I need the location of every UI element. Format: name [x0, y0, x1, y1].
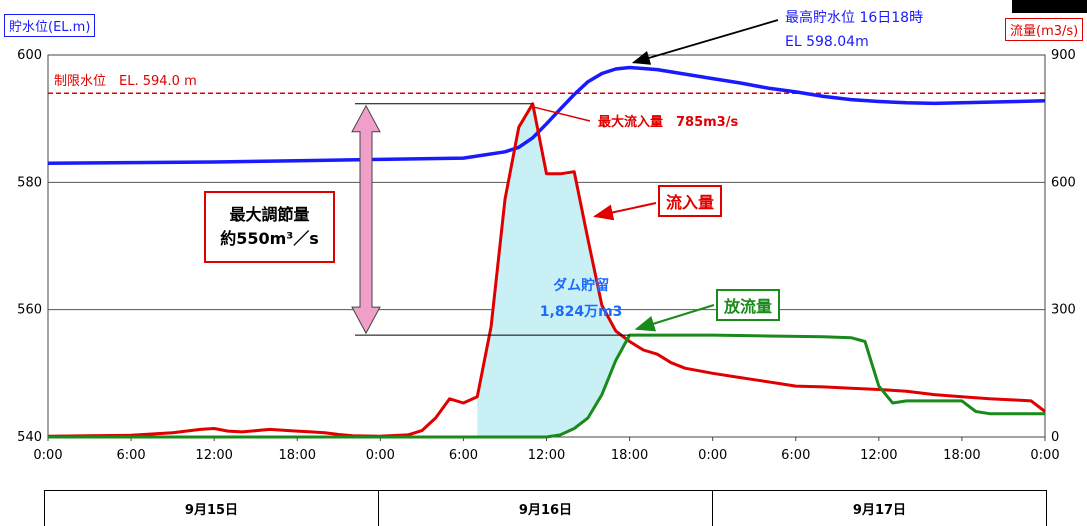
storage-area — [477, 103, 630, 438]
x-tick-label: 12:00 — [195, 448, 232, 463]
outflow-line — [48, 333, 1045, 439]
x-tick-label: 18:00 — [611, 448, 648, 463]
left-tick-label: 600 — [17, 48, 42, 63]
storage-value: 1,824万m3 — [540, 304, 623, 320]
max-level-value: EL 598.04m — [785, 34, 869, 50]
x-tick-label: 0:00 — [33, 448, 62, 463]
max-regulation-value: 約550m³／s — [220, 229, 319, 248]
date-cell: 9月17日 — [712, 491, 1046, 526]
max-inflow-label: 最大流入量 785m3/s — [598, 114, 738, 130]
max-regulation-arrow — [351, 104, 381, 335]
max-level-arrow — [631, 19, 779, 65]
outflow-tag: 放流量 — [716, 289, 781, 321]
left-axis-title: 貯水位(EL.m) — [4, 14, 96, 37]
inflow-tag: 流入量 — [658, 185, 723, 217]
black-corner-bar — [1012, 0, 1087, 13]
outflow-tag-arrow — [634, 304, 715, 332]
inflow-line — [47, 102, 1046, 438]
right-tick-label: 300 — [1051, 303, 1076, 318]
limit-line-label: 制限水位 EL. 594.0 m — [54, 74, 197, 89]
date-table: 9月15日 9月16日 9月17日 — [44, 490, 1047, 526]
x-tick-label: 0:00 — [698, 448, 727, 463]
storage-label: ダム貯留 — [553, 277, 609, 294]
inflow-tag-arrow — [593, 202, 657, 221]
left-tick-label: 540 — [17, 430, 42, 445]
left-tick-label: 560 — [17, 303, 42, 318]
x-tick-label: 18:00 — [943, 448, 980, 463]
water-level-line — [47, 65, 1046, 165]
date-cell: 9月15日 — [184, 503, 239, 518]
right-tick-label: 900 — [1051, 48, 1076, 63]
x-tick-label: 12:00 — [860, 448, 897, 463]
max-inflow-leader — [532, 106, 591, 122]
x-tick-label: 6:00 — [449, 448, 478, 463]
x-tick-label: 0:00 — [366, 448, 395, 463]
max-regulation-box: 最大調節量 約550m³／s — [204, 191, 335, 263]
x-tick-label: 12:00 — [528, 448, 565, 463]
x-tick-label: 6:00 — [116, 448, 145, 463]
right-tick-label: 0 — [1051, 430, 1059, 445]
right-axis-title: 流量(m3/s) — [1005, 18, 1084, 41]
max-level-label: 最高貯水位 16日18時 — [785, 9, 923, 26]
date-cell: 9月16日 — [378, 491, 712, 526]
x-tick-label: 18:00 — [279, 448, 316, 463]
x-tick-label: 0:00 — [1030, 448, 1059, 463]
x-tick-label: 6:00 — [781, 448, 810, 463]
max-regulation-title: 最大調節量 — [229, 205, 310, 224]
left-tick-label: 580 — [17, 175, 42, 190]
right-tick-label: 600 — [1051, 175, 1076, 190]
dam-operation-chart: 540 560 580 600 0 300 600 900 0:00 6:00 12:00 18:00… — [17, 9, 1076, 463]
